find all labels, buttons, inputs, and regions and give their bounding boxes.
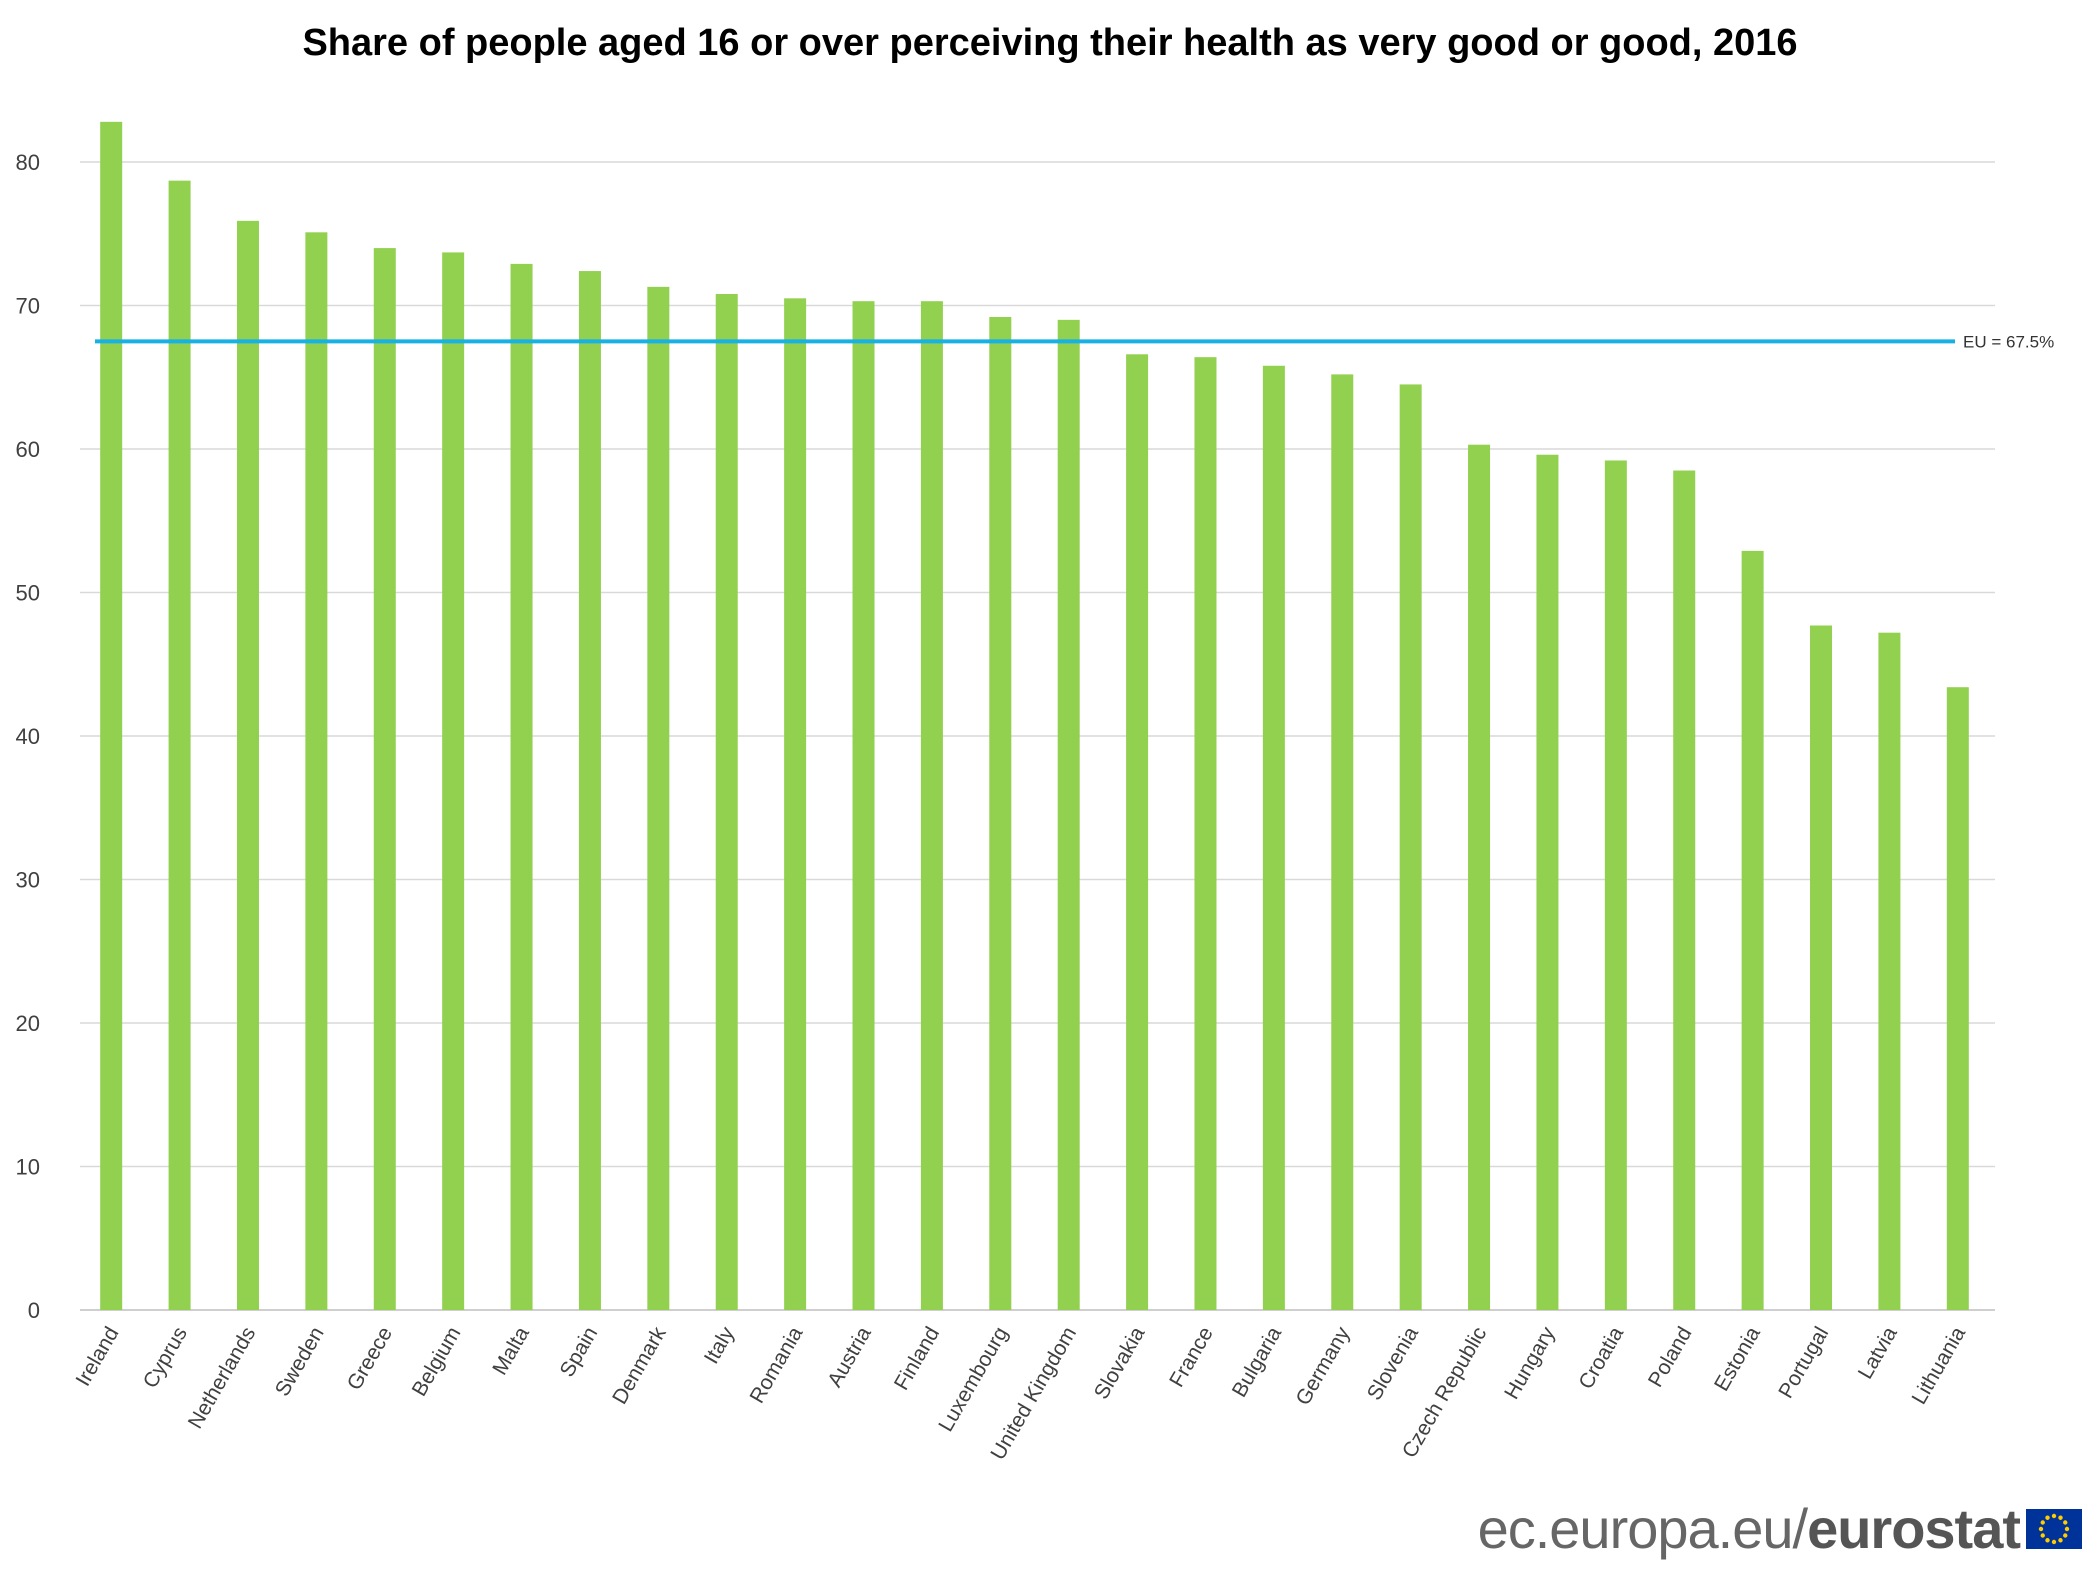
flag-star	[2045, 1537, 2050, 1542]
bar-latvia	[1878, 632, 1901, 1310]
flag-star	[2064, 1526, 2070, 1531]
bar-spain	[578, 271, 601, 1310]
x-tick-label: Luxembourg	[934, 1323, 1012, 1436]
bar-slovakia	[1126, 354, 1149, 1310]
bar-romania	[784, 298, 807, 1310]
x-tick-label: Cyprus	[139, 1323, 192, 1392]
bar-sweden	[305, 232, 328, 1311]
x-tick-label: Portugal	[1774, 1323, 1833, 1402]
flag-star	[2045, 1515, 2050, 1520]
flag-star	[2063, 1532, 2068, 1538]
y-tick-label: 70	[16, 294, 40, 319]
chart-title: Share of people aged 16 or over perceivi…	[302, 22, 1797, 64]
y-tick-label: 60	[16, 437, 40, 462]
x-tick-label: Belgium	[408, 1323, 466, 1400]
flag-star	[2040, 1532, 2045, 1538]
x-tick-label: Ireland	[71, 1323, 123, 1390]
bar-estonia	[1741, 550, 1764, 1310]
flag-star	[2058, 1515, 2063, 1520]
y-tick-label: 10	[16, 1155, 40, 1180]
eu-flag-icon	[2026, 1508, 2082, 1549]
eu-average-line-group: EU = 67.5%	[95, 332, 2054, 351]
y-tick-label: 30	[16, 868, 40, 893]
x-tick-label: Latvia	[1854, 1323, 1902, 1383]
y-axis: 0 10 20 30 40 50 60 70 80	[16, 150, 40, 1323]
bar-poland	[1673, 470, 1696, 1310]
x-tick-label: Hungary	[1500, 1323, 1560, 1404]
bar-luxembourg	[989, 316, 1012, 1311]
bar-netherlands	[236, 220, 259, 1311]
y-tick-label: 20	[16, 1011, 40, 1036]
x-tick-label: Croatia	[1574, 1323, 1628, 1393]
x-tick-label: Bulgaria	[1228, 1323, 1287, 1402]
y-tick-label: 0	[28, 1298, 40, 1323]
x-tick-label: Lithuania	[1908, 1323, 1971, 1409]
bar-denmark	[647, 286, 670, 1311]
y-tick-label: 80	[16, 150, 40, 175]
x-tick-label: Estonia	[1710, 1323, 1765, 1395]
bar-belgium	[442, 252, 465, 1310]
flag-star	[2051, 1513, 2057, 1518]
bar-chart: Share of people aged 16 or over perceivi…	[16, 22, 2055, 1464]
bar-united-kingdom	[1057, 319, 1080, 1311]
bar-finland	[920, 301, 943, 1310]
x-tick-label: Slovenia	[1363, 1323, 1423, 1405]
x-tick-label: Italy	[700, 1323, 739, 1368]
bar-slovenia	[1399, 384, 1422, 1310]
bar-ireland	[100, 121, 123, 1311]
x-tick-label: Poland	[1644, 1323, 1697, 1391]
eurostat-url[interactable]: ec.europa.eu/eurostat	[1477, 1496, 2021, 1561]
bar-cyprus	[168, 180, 191, 1310]
bar-germany	[1331, 374, 1354, 1310]
x-tick-label: Spain	[555, 1323, 602, 1381]
eu-average-label: EU = 67.5%	[1963, 332, 2054, 351]
y-tick-label: 50	[16, 581, 40, 606]
bar-czech-republic	[1468, 444, 1491, 1310]
flag-star	[2040, 1519, 2045, 1525]
x-tick-label: France	[1165, 1323, 1218, 1391]
flag-star	[2063, 1519, 2068, 1525]
flag-star	[2051, 1539, 2057, 1544]
flag-star	[2058, 1537, 2063, 1542]
x-tick-label: Greece	[343, 1323, 397, 1394]
bar-austria	[852, 301, 875, 1310]
bar-croatia	[1604, 460, 1627, 1311]
x-tick-label: Denmark	[608, 1323, 671, 1409]
x-tick-label: Netherlands	[184, 1323, 261, 1433]
bar-lithuania	[1946, 687, 1969, 1310]
footer-site: ec.europa.eu/	[1477, 1497, 1808, 1560]
x-tick-label: Romania	[746, 1323, 808, 1408]
x-tick-label: Finland	[890, 1323, 944, 1394]
x-tick-label: Slovakia	[1090, 1323, 1150, 1404]
bar-greece	[373, 248, 396, 1311]
x-tick-label: Malta	[488, 1323, 534, 1379]
y-tick-label: 40	[16, 724, 40, 749]
bar-malta	[510, 263, 533, 1310]
bar-italy	[715, 294, 738, 1310]
footer-brand: eurostat	[1807, 1497, 2021, 1560]
bar-france	[1194, 357, 1217, 1310]
x-tick-label: Germany	[1291, 1323, 1354, 1410]
eurostat-footer: ec.europa.eu/eurostat	[1478, 1496, 2082, 1561]
bar-hungary	[1536, 454, 1559, 1310]
grid-lines	[80, 161, 1995, 1311]
bar-portugal	[1810, 625, 1833, 1310]
bar-bulgaria	[1262, 365, 1285, 1310]
x-tick-label: Sweden	[271, 1323, 329, 1400]
flag-star	[2038, 1526, 2044, 1531]
x-tick-label: Austria	[823, 1323, 876, 1391]
bars	[100, 121, 1969, 1311]
